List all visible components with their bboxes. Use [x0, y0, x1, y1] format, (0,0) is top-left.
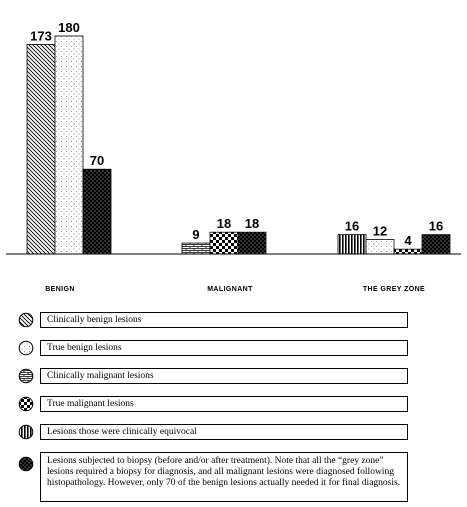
bar-benign-clinically_benign — [26, 44, 56, 255]
legend-label: Lesions those were clinically equivocal — [40, 424, 408, 440]
dense-dot-circle-icon — [18, 456, 34, 477]
legend-label: Lesions subjected to biopsy (before and/… — [40, 452, 408, 502]
bar-the-grey-zone-true_benign — [365, 239, 395, 255]
bar-value-label: 16 — [345, 219, 359, 234]
legend-label: Clinically benign lesions — [40, 312, 408, 328]
bar-value-label: 18 — [217, 216, 231, 231]
bar-chart: 173 180 70 9 18 18 16 12 4 16 BENIGN MALIGNANT THE … — [6, 20, 461, 293]
bar-value-label: 173 — [30, 28, 52, 43]
diagonal-hatch-circle-icon — [18, 312, 34, 333]
bar-value-label: 9 — [192, 227, 199, 242]
checker-circle-icon — [18, 396, 34, 417]
bar-malignant-clinically_malignant — [181, 242, 211, 255]
bar-value-label: 18 — [245, 216, 259, 231]
vertical-stripe-circle-icon — [18, 424, 34, 445]
bar-value-label: 180 — [58, 20, 80, 35]
dotted-circle-icon — [18, 340, 34, 361]
bar-the-grey-zone-biopsy — [421, 234, 451, 255]
category-tick-label: BENIGN — [45, 286, 75, 293]
bar-malignant-true_malignant — [209, 231, 239, 255]
legend-label: Clinically malignant lesions — [40, 368, 408, 384]
bar-the-grey-zone-equivocal — [337, 234, 367, 255]
bar-value-label: 4 — [404, 233, 412, 248]
bar-benign-true_benign — [54, 35, 84, 255]
legend-label: True malignant lesions — [40, 396, 408, 412]
bar-malignant-biopsy — [237, 231, 267, 255]
category-tick-label: THE GREY ZONE — [363, 286, 425, 293]
bar-the-grey-zone-true_malignant — [393, 248, 423, 255]
bar-value-label: 12 — [373, 223, 387, 238]
bar-value-label: 16 — [429, 219, 443, 234]
category-tick-label: MALIGNANT — [207, 286, 253, 293]
bar-benign-biopsy — [82, 168, 112, 255]
bar-value-label: 70 — [90, 153, 104, 168]
brick-circle-icon — [18, 368, 34, 389]
legend-label: True benign lesions — [40, 340, 408, 356]
